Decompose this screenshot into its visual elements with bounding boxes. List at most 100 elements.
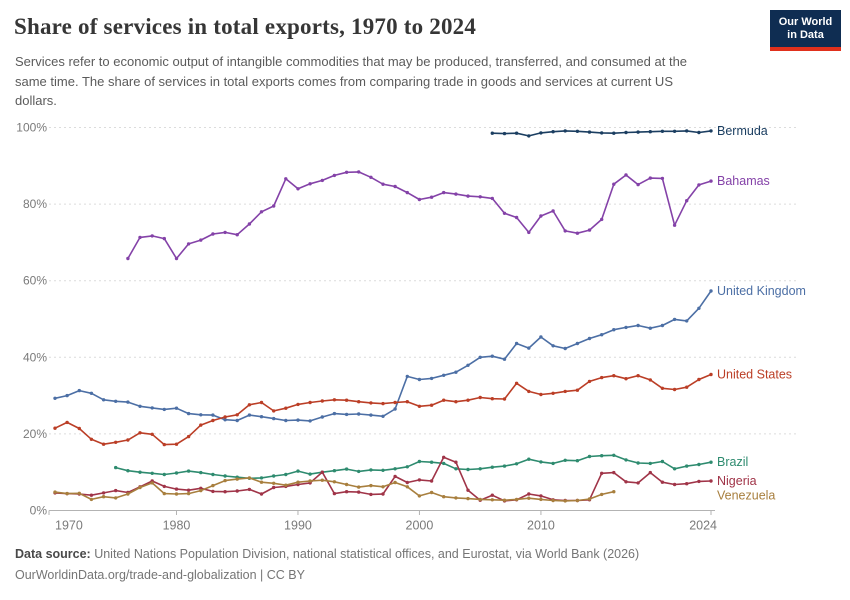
series-point-brazil-1979 — [162, 472, 166, 477]
series-point-united-states-2005 — [478, 395, 482, 400]
series-point-venezuela-1997 — [381, 485, 385, 489]
series-point-venezuela-2015 — [600, 492, 604, 497]
series-point-bahamas-2011 — [551, 209, 555, 213]
series-point-united-states-2010 — [539, 392, 543, 397]
data-source-label: Data source: — [15, 547, 91, 561]
series-point-united-kingdom-1972 — [77, 388, 82, 393]
series-point-venezuela-1979 — [162, 491, 166, 496]
series-label-nigeria[interactable]: Nigeria — [717, 474, 757, 488]
series-point-brazil-1987 — [259, 476, 264, 480]
cc-by-link[interactable]: CC BY — [266, 568, 305, 582]
series-point-nigeria-2003 — [454, 460, 458, 464]
series-point-venezuela-1991 — [308, 479, 312, 483]
series-point-united-states-1983 — [211, 418, 215, 423]
series-bermuda[interactable]: Bermuda — [490, 124, 768, 138]
series-point-venezuela-1972 — [77, 491, 82, 495]
line-chart[interactable]: 0% 20% 40% 60% 80% 100% 1970 1980 1990 2000 2010 20… — [0, 0, 850, 545]
series-point-venezuela-1988 — [272, 481, 276, 485]
series-point-bahamas-2021 — [672, 223, 677, 227]
series-point-united-states-1972 — [77, 426, 82, 431]
series-label-bahamas[interactable]: Bahamas — [717, 174, 770, 188]
series-label-bermuda[interactable]: Bermuda — [717, 124, 768, 138]
series-point-nigeria-1997 — [381, 492, 385, 496]
series-point-venezuela-2016 — [612, 490, 616, 494]
series-point-united-states-1994 — [344, 398, 349, 402]
series-point-bermuda-2021 — [672, 129, 677, 133]
series-point-bahamas-2004 — [466, 194, 470, 198]
series-point-brazil-1975 — [114, 465, 118, 470]
series-point-nigeria-1987 — [259, 492, 264, 496]
series-brazil[interactable]: Brazil — [114, 453, 748, 480]
series-point-bahamas-2012 — [563, 229, 567, 233]
series-point-united-kingdom-1984 — [223, 418, 227, 422]
series-point-bahamas-2000 — [417, 197, 422, 202]
series-united-states[interactable]: United States — [53, 368, 792, 447]
owid-logo[interactable]: Our World in Data — [770, 10, 841, 51]
series-point-bermuda-2022 — [685, 129, 689, 133]
series-point-brazil-1991 — [308, 472, 312, 476]
series-line-brazil[interactable] — [115, 454, 712, 480]
series-point-bahamas-1993 — [332, 173, 337, 178]
series-point-bahamas-1990 — [296, 187, 300, 191]
series-point-united-kingdom-1993 — [332, 411, 337, 416]
series-point-nigeria-2023 — [697, 479, 701, 484]
series-point-nigeria-2022 — [685, 482, 689, 486]
series-point-united-states-1976 — [126, 438, 130, 442]
series-point-nigeria-2024 — [709, 479, 713, 483]
series-point-united-kingdom-1980 — [174, 406, 179, 410]
series-point-united-states-1974 — [101, 442, 106, 446]
series-point-venezuela-1987 — [259, 480, 264, 484]
series-point-bahamas-2005 — [478, 195, 482, 199]
series-label-venezuela[interactable]: Venezuela — [717, 489, 775, 503]
series-united-kingdom[interactable]: United Kingdom — [53, 284, 806, 423]
series-point-united-kingdom-1997 — [381, 414, 385, 418]
series-point-venezuela-2000 — [417, 494, 422, 498]
series-point-brazil-1993 — [332, 469, 337, 473]
series-point-nigeria-1975 — [114, 488, 118, 493]
series-point-bermuda-2007 — [502, 131, 507, 136]
series-point-united-states-2015 — [600, 375, 604, 380]
series-point-venezuela-1990 — [296, 480, 300, 484]
series-point-nigeria-1993 — [332, 491, 337, 496]
series-point-united-kingdom-1970 — [53, 396, 57, 400]
series-point-bahamas-2003 — [454, 192, 458, 196]
series-point-nigeria-1974 — [101, 491, 106, 495]
series-point-united-kingdom-1978 — [150, 406, 154, 410]
y-tick-label-40: 40% — [23, 350, 47, 364]
series-point-brazil-1995 — [357, 469, 361, 474]
series-point-brazil-2011 — [551, 461, 555, 466]
series-point-united-states-1999 — [405, 400, 409, 404]
series-point-united-states-2024 — [709, 372, 713, 377]
series-venezuela[interactable]: Venezuela — [53, 476, 775, 503]
series-point-bahamas-1976 — [126, 256, 130, 261]
series-point-brazil-1981 — [186, 469, 191, 473]
series-point-bermuda-2016 — [612, 131, 616, 135]
series-label-brazil[interactable]: Brazil — [717, 455, 748, 469]
series-point-brazil-2003 — [454, 467, 458, 471]
series-point-united-kingdom-1987 — [259, 415, 264, 419]
series-point-venezuela-2008 — [514, 497, 519, 502]
series-bahamas[interactable]: Bahamas — [126, 170, 770, 261]
series-point-bahamas-2010 — [539, 214, 543, 218]
series-point-venezuela-1994 — [344, 482, 349, 487]
series-point-bahamas-1985 — [235, 233, 239, 237]
series-point-bermuda-2015 — [600, 131, 604, 135]
series-point-venezuela-2001 — [429, 490, 434, 495]
series-point-united-states-2013 — [575, 388, 580, 392]
series-point-bahamas-1999 — [405, 190, 409, 195]
series-line-united-kingdom[interactable] — [54, 290, 712, 422]
owid-url-link[interactable]: OurWorldinData.org/trade-and-globalizati… — [15, 568, 257, 582]
series-point-united-states-1995 — [357, 400, 361, 404]
series-point-nigeria-2002 — [442, 455, 446, 459]
series-label-united-kingdom[interactable]: United Kingdom — [717, 284, 806, 298]
series-point-united-kingdom-1973 — [89, 391, 94, 395]
x-tick-label-1990: 1990 — [284, 519, 312, 533]
chart-footer: Data source: United Nations Population D… — [15, 544, 639, 586]
series-line-bahamas[interactable] — [127, 171, 712, 260]
series-point-brazil-2010 — [539, 460, 543, 464]
series-label-united-states[interactable]: United States — [717, 368, 792, 382]
series-point-venezuela-2006 — [490, 498, 494, 502]
series-point-united-states-2002 — [442, 398, 446, 402]
series-point-venezuela-2010 — [539, 497, 543, 502]
